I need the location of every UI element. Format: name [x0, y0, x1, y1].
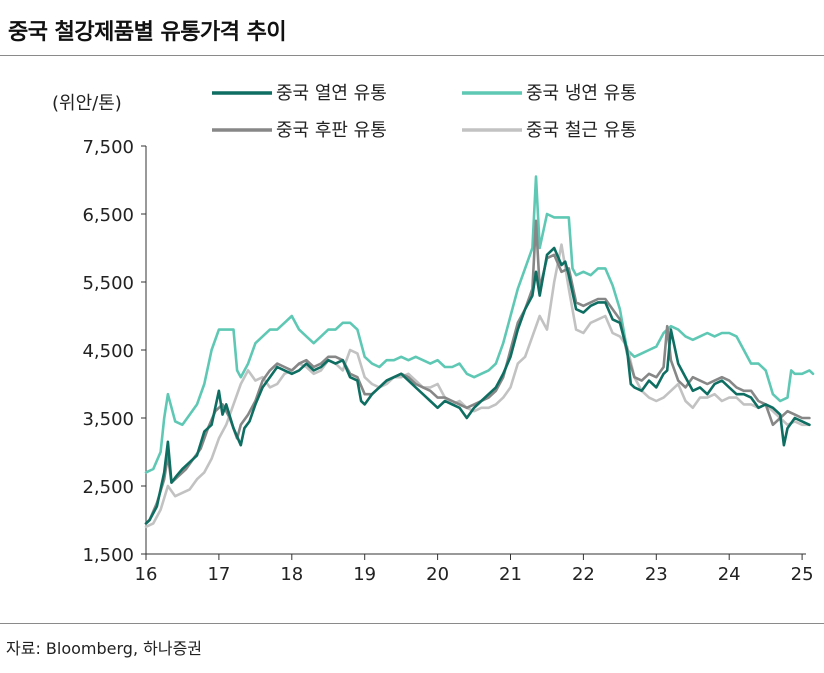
y-tick-label: 5,500: [82, 273, 134, 294]
x-tick-label: 22: [572, 564, 595, 585]
x-tick-label: 25: [791, 564, 814, 585]
y-tick-label: 1,500: [82, 545, 134, 566]
legend-label: 중국 열연 유통: [276, 83, 387, 104]
series-line-3: [144, 219, 811, 525]
y-tick-label: 6,500: [82, 205, 134, 226]
legend-label: 중국 철근 유통: [526, 120, 637, 141]
x-tick-label: 18: [280, 564, 303, 585]
series-line-1: [144, 246, 811, 525]
footer-divider: [0, 623, 824, 624]
x-tick-label: 20: [426, 564, 449, 585]
title-divider: [0, 55, 824, 56]
x-tick-label: 16: [135, 564, 158, 585]
source-note: 자료: Bloomberg, 하나증권: [6, 639, 203, 658]
legend-label: 중국 냉연 유통: [526, 83, 637, 104]
x-tick-label: 21: [499, 564, 522, 585]
y-tick-label: 7,500: [82, 137, 134, 158]
y-axis-label: (위안/톤): [52, 93, 122, 114]
x-tick-label: 17: [207, 564, 230, 585]
axes: 1,500 2,500 3,500 4,500 5,500 6,500 7,500 16 17 1…: [82, 137, 813, 585]
y-tick-label: 3,500: [82, 409, 134, 430]
series-line-4: [144, 243, 811, 529]
y-tick-label: 2,500: [82, 477, 134, 498]
series-line-2: [144, 175, 815, 474]
x-tick-label: 19: [353, 564, 376, 585]
legend-label: 중국 후판 유통: [276, 120, 387, 141]
series-layer: [144, 175, 815, 529]
y-tick-label: 4,500: [82, 341, 134, 362]
x-tick-label: 23: [645, 564, 668, 585]
chart-title: 중국 철강제품별 유통가격 추이: [8, 20, 287, 45]
x-tick-label: 24: [718, 564, 741, 585]
